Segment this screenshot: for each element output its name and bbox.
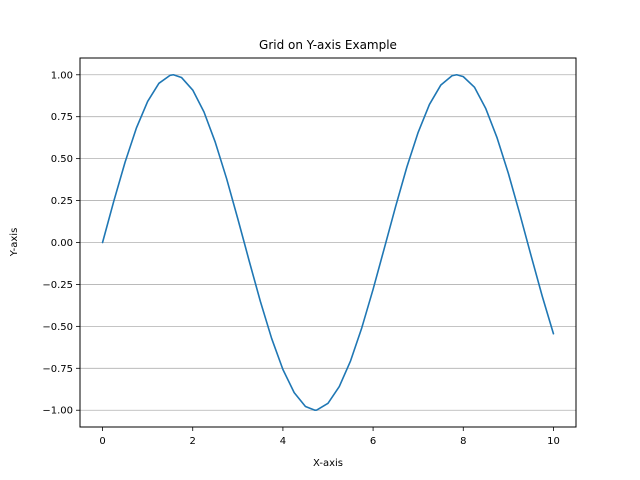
y-tick-label: 0.25 — [51, 196, 73, 207]
x-tick-label: 4 — [280, 436, 286, 447]
y-ticks: −1.00 −0.75 −0.50 −0.25 0.00 0.25 0.50 0.75 1.00 — [42, 70, 80, 417]
y-tick-label: 1.00 — [51, 70, 73, 81]
y-tick-label: −1.00 — [42, 406, 73, 417]
y-tick-label: −0.25 — [42, 280, 73, 291]
x-tick-label: 6 — [370, 436, 376, 447]
x-tick-label: 10 — [547, 436, 560, 447]
y-tick-label: 0.75 — [51, 112, 73, 123]
chart-title: Grid on Y-axis Example — [259, 38, 397, 52]
x-tick-label: 2 — [190, 436, 196, 447]
y-gridlines — [80, 74, 576, 411]
y-tick-label: −0.75 — [42, 364, 73, 375]
x-ticks: 0 2 4 6 8 10 — [99, 427, 560, 447]
x-axis-label: X-axis — [313, 458, 343, 469]
y-tick-label: 0.50 — [51, 154, 73, 165]
x-tick-label: 0 — [99, 436, 105, 447]
x-tick-label: 8 — [460, 436, 466, 447]
y-tick-label: 0.00 — [51, 238, 73, 249]
series-line — [101, 73, 555, 412]
series-layer — [101, 73, 555, 412]
y-axis-label: Y-axis — [9, 228, 20, 258]
y-tick-label: −0.50 — [42, 322, 73, 333]
